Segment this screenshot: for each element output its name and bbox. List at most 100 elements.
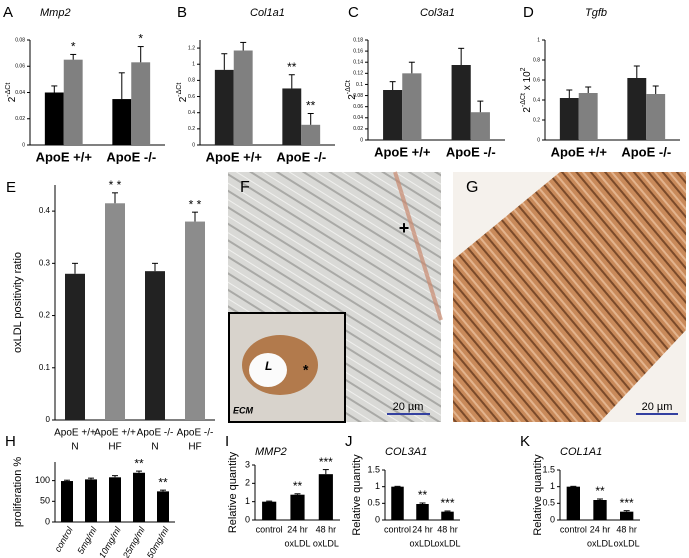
- x-tick-label: 24 hr: [412, 524, 433, 534]
- y-tick-label: 0: [22, 142, 25, 148]
- y-tick-label: 0.1: [39, 363, 51, 372]
- x-tick-label: oxLDL: [313, 538, 339, 548]
- bar: [441, 511, 454, 520]
- stain-streak: [393, 171, 443, 321]
- x-tick-label: HF: [188, 442, 201, 453]
- panel-letter: K: [520, 433, 530, 450]
- x-tick-label: ApoE +/+: [206, 149, 263, 164]
- y-tick-label: 0: [245, 514, 250, 524]
- y-tick-label: 1: [192, 62, 195, 68]
- bar: [61, 481, 73, 522]
- x-tick-label: control: [53, 524, 76, 553]
- x-tick-label: 48 hr: [437, 524, 458, 534]
- x-tick-label: 24 hr: [287, 524, 308, 534]
- y-axis-label-part: 2: [7, 96, 18, 102]
- bar: [44, 92, 64, 145]
- y-tick-label: 0.02: [353, 126, 363, 132]
- panel-letter: F: [240, 179, 250, 196]
- x-tick-label: ApoE +/+: [36, 149, 93, 164]
- y-axis-label-part: x 10: [522, 71, 533, 93]
- bar: [112, 99, 132, 145]
- y-tick-label: 0.2: [188, 126, 195, 132]
- panel-title: COL3A1: [385, 446, 427, 458]
- y-tick-label: 0.04: [353, 115, 363, 121]
- x-tick-label: control: [256, 524, 283, 534]
- y-axis-label: proliferation %: [12, 457, 24, 528]
- x-tick-label: ApoE -/-: [621, 144, 671, 159]
- x-tick-label: 25mg/ml: [120, 524, 147, 558]
- y-axis-label: 2-ΔCt: [345, 80, 357, 100]
- y-tick-label: 0: [46, 415, 51, 424]
- panel-letter: I: [225, 433, 229, 450]
- bar: [290, 494, 305, 520]
- x-tick-label: ApoE +/+: [374, 144, 431, 159]
- inset-label: L: [265, 359, 272, 373]
- bar: [157, 491, 169, 522]
- x-tick-label: oxLDL: [284, 538, 310, 548]
- bar: [646, 94, 666, 140]
- y-axis-label-part: proliferation %: [12, 457, 24, 528]
- y-tick-label: 1.5: [542, 464, 555, 474]
- x-tick-label: ApoE +/+: [54, 428, 96, 439]
- bar: [578, 93, 598, 140]
- x-tick-label: oxLDL: [587, 538, 613, 548]
- significance: ***: [440, 496, 454, 510]
- bar: [318, 474, 333, 520]
- lumen: [249, 353, 287, 387]
- scale-label: 20 µm: [642, 401, 673, 413]
- y-axis-label: Relative quantity: [351, 454, 363, 536]
- panel-g: G 20 µm: [453, 172, 686, 422]
- x-tick-label: 48 hr: [316, 524, 337, 534]
- bar: [133, 472, 145, 522]
- x-tick-label: ApoE +/+: [551, 144, 608, 159]
- y-axis-label-part: Relative quantity: [532, 454, 544, 536]
- x-tick-label: oxLDL: [614, 538, 640, 548]
- bar: [185, 221, 205, 420]
- bar: [214, 69, 234, 145]
- x-tick-label: 10mg/ml: [97, 524, 123, 558]
- y-axis-label: 2-ΔCt x 102: [520, 67, 532, 112]
- significance: **: [293, 479, 303, 493]
- panel-title: Mmp2: [40, 7, 71, 19]
- significance: **: [306, 99, 316, 113]
- bar: [627, 78, 647, 140]
- bar: [262, 501, 277, 520]
- x-tick-label: N: [71, 442, 78, 453]
- y-axis-label-part: -ΔCt: [176, 83, 183, 97]
- y-tick-label: 0.06: [15, 64, 25, 70]
- y-axis-label-part: oxLDL positivity ratio: [12, 252, 24, 353]
- panel-title: COL1A1: [560, 446, 602, 458]
- x-tick-label: ApoE -/-: [276, 149, 326, 164]
- y-axis-label-part: Relative quantity: [351, 454, 363, 536]
- bar: [282, 88, 302, 145]
- y-tick-label: 0: [537, 137, 540, 143]
- bar: [416, 504, 429, 520]
- bar: [65, 273, 85, 420]
- y-axis-label-part: 2: [522, 107, 533, 113]
- panel-f: F + 20 µm L * ECM: [228, 171, 443, 423]
- significance: **: [287, 60, 297, 74]
- bar: [233, 50, 253, 145]
- y-tick-label: 0.5: [542, 498, 555, 508]
- significance: ***: [620, 496, 634, 510]
- y-tick-label: 2: [245, 478, 250, 488]
- y-tick-label: 0.14: [353, 60, 363, 66]
- y-axis-label-part: -ΔCt: [345, 80, 352, 94]
- panel-title: MMP2: [255, 446, 287, 458]
- y-tick-label: 0.3: [39, 258, 51, 267]
- y-tick-label: 0.8: [188, 78, 195, 84]
- y-tick-label: 1.2: [188, 45, 195, 51]
- y-tick-label: 0.1: [356, 82, 363, 88]
- bar: [85, 479, 97, 522]
- y-axis-label-part: Relative quantity: [227, 451, 239, 533]
- background: [600, 330, 686, 422]
- x-tick-label: ApoE +/+: [94, 428, 136, 439]
- bar: [145, 271, 165, 420]
- significance: *: [71, 40, 76, 54]
- y-axis-label-part: -ΔCt: [520, 93, 527, 107]
- bar: [131, 62, 151, 145]
- y-tick-label: 3: [245, 459, 250, 469]
- inset-label: ECM: [233, 405, 254, 415]
- y-tick-label: 0: [45, 516, 50, 526]
- y-tick-label: 0.2: [39, 311, 51, 320]
